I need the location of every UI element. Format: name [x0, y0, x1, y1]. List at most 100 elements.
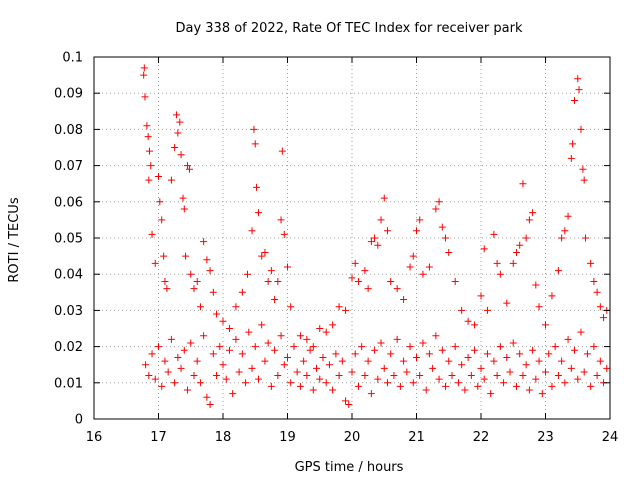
data-point — [532, 281, 540, 289]
data-point — [267, 382, 275, 390]
data-point — [416, 372, 424, 380]
data-point — [354, 277, 362, 285]
data-point — [271, 346, 279, 354]
y-axis-label: ROTI / TECUs — [7, 197, 22, 282]
data-point — [583, 350, 591, 358]
data-point — [458, 306, 466, 314]
data-point — [380, 194, 388, 202]
data-point — [177, 151, 185, 159]
data-point — [264, 277, 272, 285]
data-point — [477, 292, 485, 300]
data-point — [519, 372, 527, 380]
data-point — [290, 343, 298, 351]
data-point — [587, 382, 595, 390]
data-point — [348, 368, 356, 376]
data-point — [348, 274, 356, 282]
data-point — [145, 147, 153, 155]
data-point — [235, 368, 243, 376]
data-point — [574, 375, 582, 383]
data-point — [590, 343, 598, 351]
data-point — [161, 277, 169, 285]
data-point — [284, 263, 291, 271]
data-point — [561, 379, 569, 387]
data-point — [551, 343, 559, 351]
data-point — [196, 303, 204, 311]
data-point — [571, 346, 579, 354]
data-point — [174, 129, 182, 137]
data-point — [319, 353, 327, 361]
data-point — [483, 350, 491, 358]
data-point — [296, 332, 304, 340]
data-point — [577, 125, 585, 133]
data-point — [147, 162, 155, 170]
x-axis-label: GPS time / hours — [295, 460, 404, 475]
data-point — [151, 259, 159, 267]
data-point — [203, 256, 211, 264]
data-point — [342, 306, 350, 314]
data-point — [244, 270, 252, 278]
data-point — [238, 288, 246, 296]
data-point — [309, 386, 317, 394]
grid-lines — [94, 57, 610, 419]
data-point — [254, 375, 262, 383]
data-point — [174, 353, 182, 361]
data-point — [548, 382, 556, 390]
data-point — [490, 230, 498, 238]
data-point — [274, 372, 282, 380]
data-point — [400, 296, 408, 304]
data-point — [364, 285, 372, 293]
data-point — [250, 125, 258, 133]
data-point — [335, 372, 343, 380]
data-point — [271, 296, 279, 304]
data-point — [225, 325, 233, 332]
data-point — [140, 64, 148, 72]
data-point — [554, 267, 562, 275]
data-point — [190, 285, 198, 293]
data-point — [313, 364, 321, 372]
data-point — [303, 335, 311, 343]
y-tick-label: 0 — [75, 413, 83, 428]
data-point — [558, 357, 566, 365]
x-tick-label: 18 — [215, 430, 232, 445]
data-point — [516, 241, 524, 249]
data-point — [287, 379, 295, 387]
data-point — [180, 205, 188, 213]
data-point — [222, 375, 230, 383]
x-tick-label: 16 — [86, 430, 103, 445]
data-point — [464, 317, 472, 325]
data-point — [309, 343, 317, 351]
data-point — [358, 343, 366, 351]
data-point — [435, 375, 443, 383]
data-point — [361, 267, 369, 275]
data-point — [161, 357, 169, 365]
data-point — [140, 71, 148, 79]
data-point — [442, 234, 450, 242]
data-point — [325, 361, 333, 369]
data-point — [579, 165, 587, 173]
data-point — [193, 357, 201, 365]
data-point — [258, 321, 266, 329]
data-point — [171, 144, 179, 151]
data-point — [280, 361, 288, 369]
data-point — [280, 230, 288, 238]
data-point — [429, 364, 437, 372]
data-point — [419, 339, 427, 347]
data-point — [567, 364, 575, 372]
data-point — [490, 357, 498, 365]
data-point — [580, 176, 588, 184]
data-point — [445, 248, 453, 256]
data-point — [261, 357, 269, 365]
data-point — [409, 379, 417, 387]
data-point — [258, 252, 266, 260]
data-point — [213, 372, 221, 380]
data-point — [209, 350, 217, 358]
data-point — [477, 364, 485, 372]
data-point — [403, 368, 411, 376]
data-point — [593, 372, 601, 380]
data-point — [200, 332, 208, 340]
data-point — [525, 216, 533, 224]
data-point — [148, 230, 156, 238]
data-point — [590, 277, 598, 285]
data-point — [158, 216, 166, 224]
data-point — [171, 379, 179, 387]
